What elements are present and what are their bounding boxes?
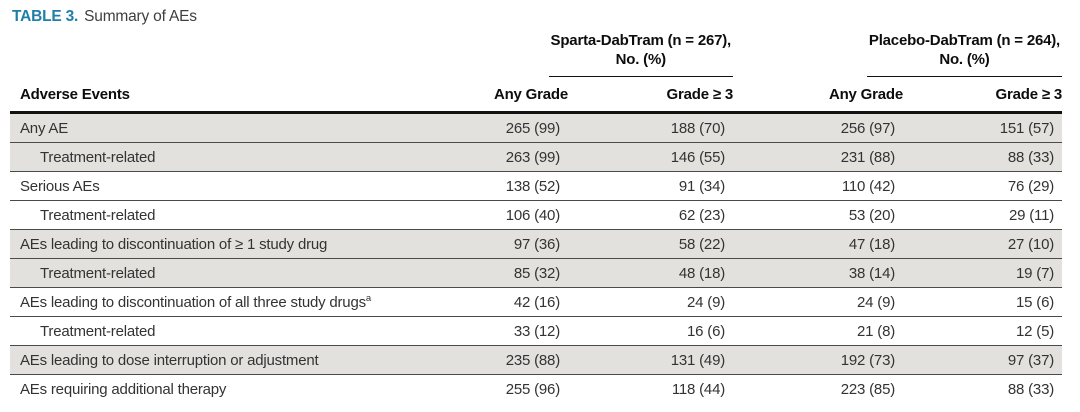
value-cell: 106 (40) [490,200,568,230]
value-cell: 151 (57) [903,112,1063,143]
value-cell: 38 (14) [733,258,904,288]
column-group-header-row: Sparta-DabTram (n = 267), No. (%) Placeb… [10,31,1063,77]
value-cell: 118 (44) [568,374,734,403]
value-cell: 256 (97) [733,112,904,143]
value-cell: 91 (34) [568,171,734,201]
row-label-text: AEs requiring additional therapy [20,380,227,398]
group-header-placebo-dabtram-text: Placebo-DabTram (n = 264), No. (%) [866,31,1063,77]
row-label: AEs requiring additional therapy [10,374,490,403]
footnote-marker: a [365,292,371,304]
group-header-sparta-dabtram-text: Sparta-DabTram (n = 267), No. (%) [548,31,734,77]
row-label: Treatment-related [10,142,490,172]
value-cell: 53 (20) [733,200,904,230]
group-label-line1: Placebo-DabTram (n = 264), [868,32,1061,49]
column-header-row: Adverse Events Any Grade Grade ≥ 3 Any G… [10,77,1062,114]
value-cell: 15 (6) [903,287,1063,317]
row-label-text: Treatment-related [40,264,156,282]
value-cell: 188 (70) [568,112,734,143]
value-cell: 131 (49) [568,345,734,375]
table-row-treatment-related: Treatment-related 85 (32) 48 (18) 38 (14… [10,258,1063,288]
row-label-text: Serious AEs [20,177,100,195]
value-cell: 16 (6) [568,316,734,346]
value-cell: 58 (22) [568,229,734,259]
row-label: AEs leading to discontinuation of ≥ 1 st… [10,229,490,259]
row-label-text: AEs leading to dose interruption or adju… [20,351,319,369]
value-cell: 97 (36) [490,229,568,259]
value-cell: 223 (85) [733,374,904,403]
row-label: AEs leading to discontinuation of all th… [10,287,490,317]
table-row-treatment-related: Treatment-related 106 (40) 62 (23) 53 (2… [10,200,1063,230]
value-cell: 24 (9) [568,287,734,317]
value-cell: 265 (99) [490,112,568,143]
row-label: Treatment-related [10,316,490,346]
group-header-sparta-dabtram: Sparta-DabTram (n = 267), No. (%) [490,31,734,77]
value-cell: 24 (9) [733,287,904,317]
row-label: Any AE [10,112,490,143]
group-label-line1: Sparta-DabTram (n = 267), [550,32,732,49]
column-header-sparta-grade-ge3: Grade ≥ 3 [568,77,733,114]
value-cell: 47 (18) [733,229,904,259]
value-cell: 76 (29) [903,171,1063,201]
row-label-text: Treatment-related [40,148,156,166]
adverse-events-table: Sparta-DabTram (n = 267), No. (%) Placeb… [10,31,1062,403]
row-label-text: Treatment-related [40,322,156,340]
value-cell: 110 (42) [733,171,904,201]
column-header-placebo-grade-ge3: Grade ≥ 3 [903,77,1062,114]
row-label: Treatment-related [10,200,490,230]
table-row-dose-interruption: AEs leading to dose interruption or adju… [10,345,1063,375]
table-row-discontinuation-all-three-drugs: AEs leading to discontinuation of all th… [10,287,1063,317]
group-label-line2: No. (%) [615,51,666,68]
value-cell: 12 (5) [903,316,1063,346]
value-cell: 231 (88) [733,142,904,172]
value-cell: 27 (10) [903,229,1063,259]
value-cell: 42 (16) [490,287,568,317]
group-header-spacer [10,31,490,77]
table-row-additional-therapy: AEs requiring additional therapy 255 (96… [10,374,1063,403]
value-cell: 62 (23) [568,200,734,230]
table-number: TABLE 3. [12,8,79,25]
value-cell: 29 (11) [903,200,1063,230]
value-cell: 88 (33) [903,142,1063,172]
row-label: AEs leading to dose interruption or adju… [10,345,490,375]
group-header-placebo-dabtram: Placebo-DabTram (n = 264), No. (%) [733,31,1063,77]
table-row-serious-aes: Serious AEs 138 (52) 91 (34) 110 (42) 76… [10,171,1063,201]
value-cell: 33 (12) [490,316,568,346]
value-cell: 255 (96) [490,374,568,403]
row-label-text: AEs leading to discontinuation of all th… [20,293,366,311]
value-cell: 138 (52) [490,171,568,201]
column-header-placebo-any-grade: Any Grade [733,77,903,114]
column-header-adverse-events: Adverse Events [10,77,490,114]
table-row-treatment-related: Treatment-related 263 (99) 146 (55) 231 … [10,142,1063,172]
row-label-text: AEs leading to discontinuation of ≥ 1 st… [20,235,328,253]
value-cell: 192 (73) [733,345,904,375]
table-title-text: Summary of AEs [84,8,197,25]
group-label-line2: No. (%) [939,51,990,68]
table-caption: TABLE 3. Summary of AEs [10,5,1062,31]
value-cell: 48 (18) [568,258,734,288]
column-header-sparta-any-grade: Any Grade [490,77,568,114]
value-cell: 97 (37) [903,345,1063,375]
value-cell: 263 (99) [490,142,568,172]
value-cell: 146 (55) [568,142,734,172]
row-label-text: Any AE [20,119,68,137]
value-cell: 235 (88) [490,345,568,375]
value-cell: 85 (32) [490,258,568,288]
value-cell: 88 (33) [903,374,1063,403]
table-row-any-ae: Any AE 265 (99) 188 (70) 256 (97) 151 (5… [10,112,1063,143]
row-label: Serious AEs [10,171,490,201]
row-label: Treatment-related [10,258,490,288]
value-cell: 19 (7) [903,258,1063,288]
row-label-text: Treatment-related [40,206,156,224]
table-row-discontinuation-ge1-drug: AEs leading to discontinuation of ≥ 1 st… [10,229,1063,259]
value-cell: 21 (8) [733,316,904,346]
table-row-treatment-related: Treatment-related 33 (12) 16 (6) 21 (8) … [10,316,1063,346]
